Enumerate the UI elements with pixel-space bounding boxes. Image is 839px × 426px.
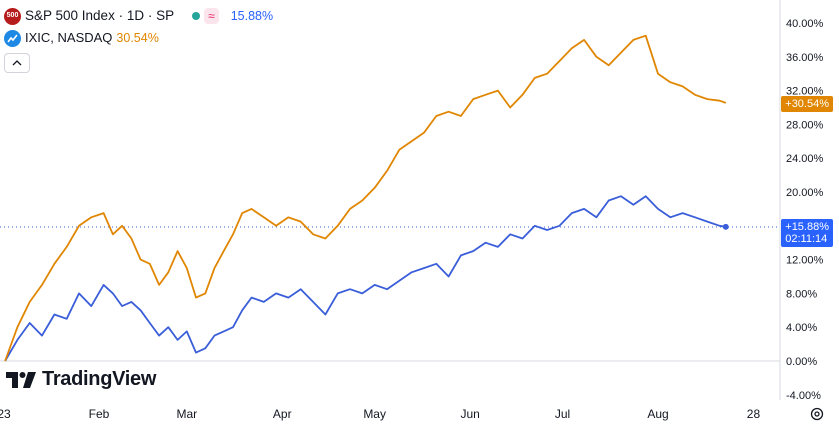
compare-series-change: 30.54%: [116, 31, 159, 45]
legend-collapse-button[interactable]: [4, 53, 30, 73]
x-tick-label: Feb: [89, 407, 110, 421]
y-tick-label: 12.00%: [786, 255, 824, 267]
compare-series-title[interactable]: IXIC, NASDAQ: [25, 30, 113, 45]
nasdaq-tag-value: +30.54%: [785, 98, 829, 110]
data-status-wave-icon[interactable]: ≈: [204, 8, 219, 24]
legend-compare-row[interactable]: IXIC, NASDAQ 30.54%: [4, 27, 273, 49]
x-tick-label: Mar: [176, 407, 197, 421]
nasdaq-symbol-icon: [4, 29, 21, 47]
series-last-point-spx: [722, 223, 729, 230]
tradingview-logo-icon: [6, 371, 36, 388]
y-tick-label: 28.00%: [786, 119, 824, 131]
y-tick-label: -4.00%: [786, 390, 821, 402]
chart-legend: 500 S&P 500 Index · 1D · SP ≈ 15.88% IXI…: [4, 5, 273, 73]
y-tick-label: 8.00%: [786, 288, 817, 300]
y-tick-label: 24.00%: [786, 153, 824, 165]
x-tick-label: May: [363, 407, 386, 421]
chevron-up-icon: [12, 60, 22, 66]
x-tick-label: Apr: [273, 407, 292, 421]
legend-main-row[interactable]: 500 S&P 500 Index · 1D · SP ≈ 15.88%: [4, 5, 273, 27]
sp500-symbol-icon: 500: [4, 7, 21, 25]
spx-tag-countdown: 02:11:14: [785, 233, 828, 245]
y-tick-label: 20.00%: [786, 187, 824, 199]
y-tick-label: 36.00%: [786, 52, 824, 64]
series-line-nasdaq[interactable]: [4, 34, 727, 362]
series-line-spx[interactable]: [4, 195, 726, 362]
nasdaq-price-tag: +30.54%: [781, 96, 833, 112]
y-tick-label: 0.00%: [786, 356, 817, 368]
x-tick-label: Jul: [555, 407, 570, 421]
y-tick-label: 40.00%: [786, 18, 824, 30]
y-tick-label: 4.00%: [786, 322, 817, 334]
gear-icon[interactable]: [809, 406, 825, 422]
x-tick-label: 23: [0, 407, 11, 421]
spx-tag-value: +15.88%: [785, 221, 829, 233]
y-tick-label: 32.00%: [786, 86, 824, 98]
main-series-change: 15.88%: [230, 9, 274, 23]
tradingview-logo[interactable]: TradingView: [6, 368, 156, 391]
x-tick-label: Aug: [647, 407, 668, 421]
x-tick-label: 28: [747, 407, 761, 421]
tradingview-logo-text: TradingView: [42, 368, 157, 390]
main-series-title[interactable]: S&P 500 Index · 1D · SP: [25, 8, 175, 23]
spx-price-tag: +15.88% 02:11:14: [781, 219, 833, 247]
x-tick-label: Jun: [460, 407, 479, 421]
market-status-dot-icon[interactable]: [192, 12, 201, 20]
